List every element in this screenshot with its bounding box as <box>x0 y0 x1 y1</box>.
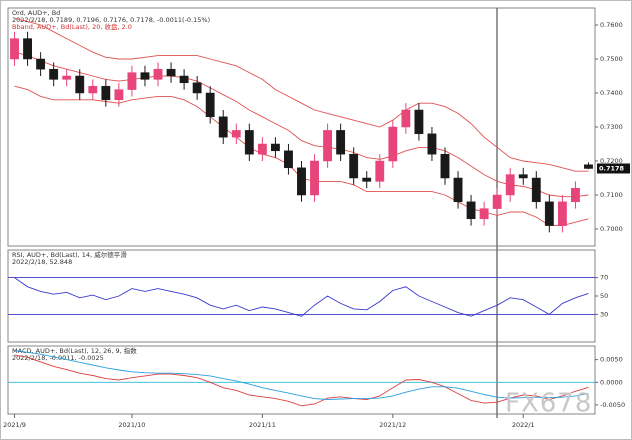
candle-body <box>140 72 150 80</box>
candle-body <box>75 75 85 94</box>
candle-body <box>479 208 489 220</box>
candle-body <box>505 174 515 196</box>
y-tick-label: 0.7100 <box>600 191 623 199</box>
panel-title: RSI, AUD+, Bd(Last), 14, 威尔德平滑 <box>12 250 127 259</box>
candle-body <box>36 58 46 70</box>
candle-body <box>362 177 372 182</box>
candle-body <box>427 133 437 155</box>
band-line <box>14 17 589 172</box>
band-line <box>14 51 589 198</box>
candle-body <box>114 89 124 101</box>
candle-body <box>453 177 463 203</box>
candle-body <box>166 68 176 77</box>
candle-body <box>310 160 319 196</box>
watermark: FX678 <box>505 389 592 419</box>
candle-body <box>584 164 593 169</box>
panel-subtitle: 2022/2/18, 52.848 <box>12 258 72 266</box>
series-line <box>14 277 589 317</box>
candle-body <box>518 174 528 179</box>
candle-body <box>23 38 32 60</box>
y-tick-label: 0.7000 <box>600 225 623 233</box>
candle-body <box>88 85 98 94</box>
x-tick-label: 2021/10 <box>118 421 145 429</box>
y-tick-label: 50 <box>600 292 608 300</box>
candle-body <box>571 187 580 203</box>
candle-body <box>205 92 215 118</box>
x-tick-label: 2021/9 <box>3 421 26 429</box>
candle-body <box>244 130 254 155</box>
y-tick-label: 0.7500 <box>600 55 623 63</box>
y-tick-label: 0.7300 <box>600 123 623 131</box>
candle-body <box>192 82 202 94</box>
y-tick-label: 0.0050 <box>600 356 623 364</box>
candle-body <box>153 68 163 80</box>
price-label: 0.7178 <box>599 164 625 172</box>
candle-body <box>557 201 567 226</box>
candle-body <box>492 194 502 209</box>
y-tick-label: 0.0000 <box>600 378 623 386</box>
candle-body <box>440 153 450 179</box>
candle-body <box>323 130 333 162</box>
candle-body <box>257 143 267 155</box>
x-tick-label: 2021/11 <box>249 421 276 429</box>
candle-body <box>336 130 346 155</box>
x-tick-label: 2022/1 <box>512 421 535 429</box>
panel <box>7 345 596 415</box>
y-tick-label: 0.7600 <box>600 21 623 29</box>
y-tick-label: 30 <box>600 310 608 318</box>
candle-body <box>466 201 476 220</box>
candle-body <box>284 150 293 169</box>
candle-body <box>62 75 72 80</box>
candle-body <box>531 177 541 203</box>
candle-body <box>388 126 398 162</box>
candle-body <box>231 130 241 138</box>
candle-body <box>414 109 424 135</box>
panel-note: Bband, AUD+, Bd(Last), 20, 收盘, 2.0 <box>12 22 132 31</box>
candle-body <box>101 85 111 101</box>
panel-title: Ord, AUD+, Bd <box>12 9 60 17</box>
candle-body <box>349 153 359 179</box>
candle-body <box>297 167 306 196</box>
candle-body <box>49 68 59 80</box>
candle-body <box>401 109 411 128</box>
candle-body <box>127 72 137 90</box>
candle-body <box>10 38 19 60</box>
y-tick-label: 70 <box>600 274 608 282</box>
series-line <box>14 354 589 407</box>
candle-body <box>218 116 228 138</box>
panel-title: MACD, AUD+, Bd(Last), 12, 26, 9, 指数 <box>12 346 137 355</box>
x-tick-label: 2021/12 <box>379 421 406 429</box>
series-line <box>14 350 589 400</box>
y-tick-label: 0.7200 <box>600 157 623 165</box>
panel-subtitle: 2022/2/18, 0.7189, 0.7196, 0.7176, 0.717… <box>12 16 210 24</box>
candle-body <box>544 201 554 226</box>
y-tick-label: 0.7400 <box>600 89 623 97</box>
candle-body <box>270 143 280 152</box>
candle-body <box>179 75 189 84</box>
y-tick-label: -0.0050 <box>600 401 625 409</box>
price-box <box>597 163 630 174</box>
candle-body <box>375 160 385 182</box>
